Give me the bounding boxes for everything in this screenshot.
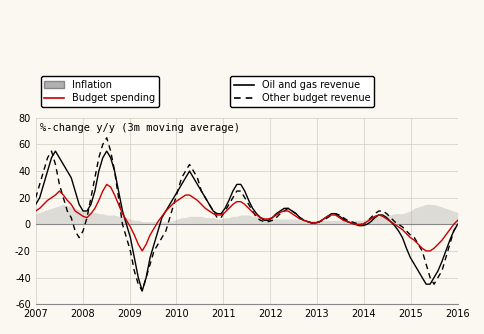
- Legend: Oil and gas revenue, Other budget revenue: Oil and gas revenue, Other budget revenu…: [230, 76, 373, 107]
- Text: %-change y/y (3m moving average): %-change y/y (3m moving average): [40, 124, 240, 134]
